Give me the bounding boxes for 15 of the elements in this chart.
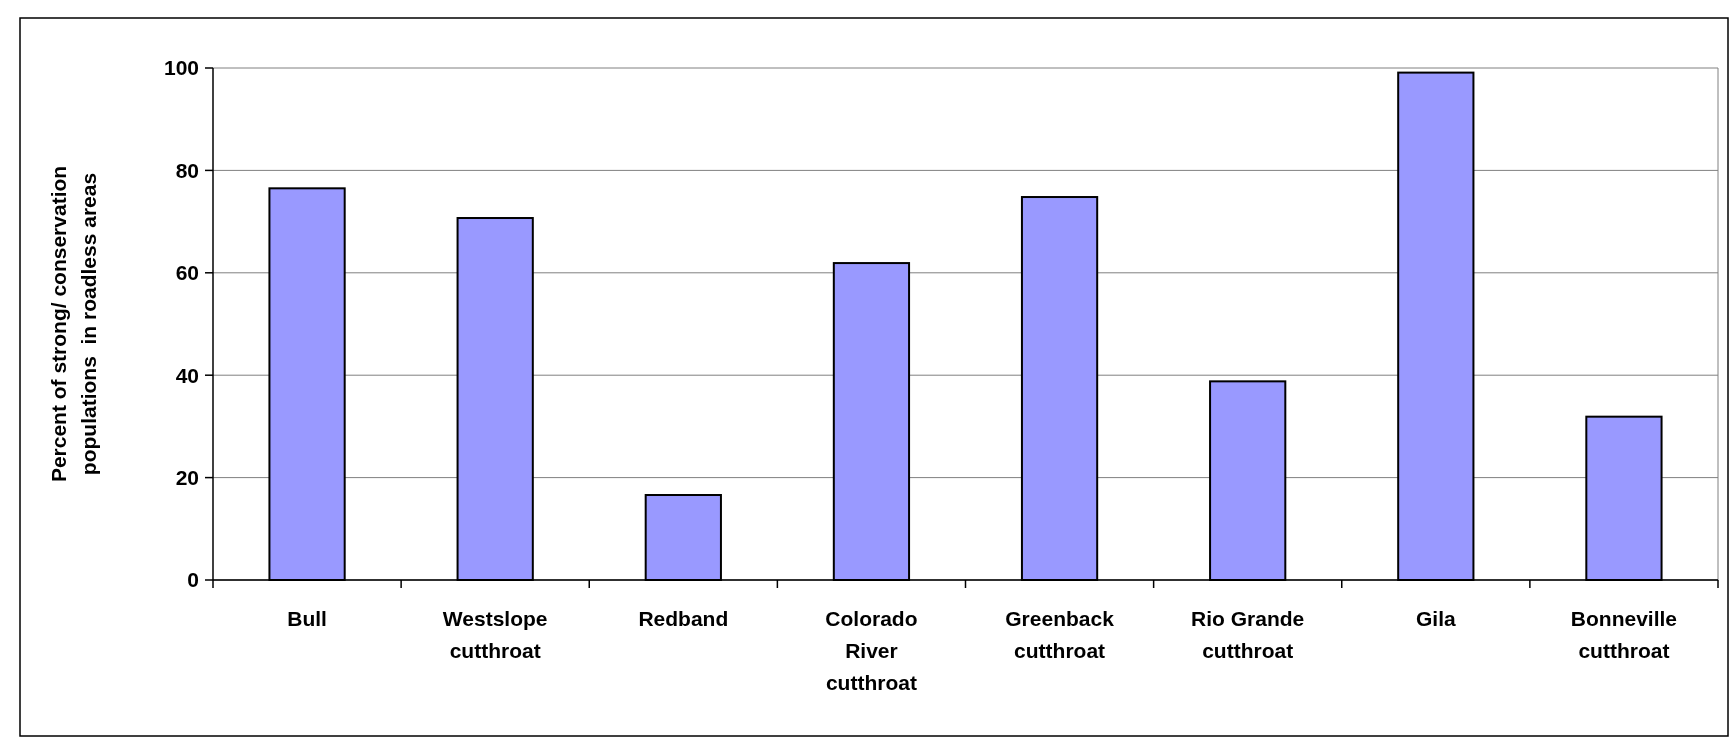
y-tick-label: 80 [175, 158, 199, 182]
y-tick-label: 100 [163, 56, 199, 80]
x-tick-label: Rio Grande cutthroat [1191, 607, 1305, 662]
x-tick-label: Bull [287, 607, 327, 630]
x-tick-label: Redband [638, 607, 729, 630]
y-tick-label: 60 [175, 261, 199, 285]
x-tick-label: Gila [1415, 607, 1456, 630]
x-tick-label: Westslope cutthroat [442, 607, 548, 662]
y-axis-title: Percent of strong/ conservation populations in roadless areas [47, 165, 100, 483]
y-tick-label: 40 [175, 363, 199, 387]
x-tick-label: Colorado River cutthroat [825, 607, 918, 694]
y-tick-label: 20 [175, 465, 199, 489]
x-tick-label: Bonneville cutthroat [1570, 607, 1678, 662]
y-tick-label: 0 [187, 568, 199, 592]
x-tick-label: Greenback cutthroat [1005, 607, 1115, 662]
